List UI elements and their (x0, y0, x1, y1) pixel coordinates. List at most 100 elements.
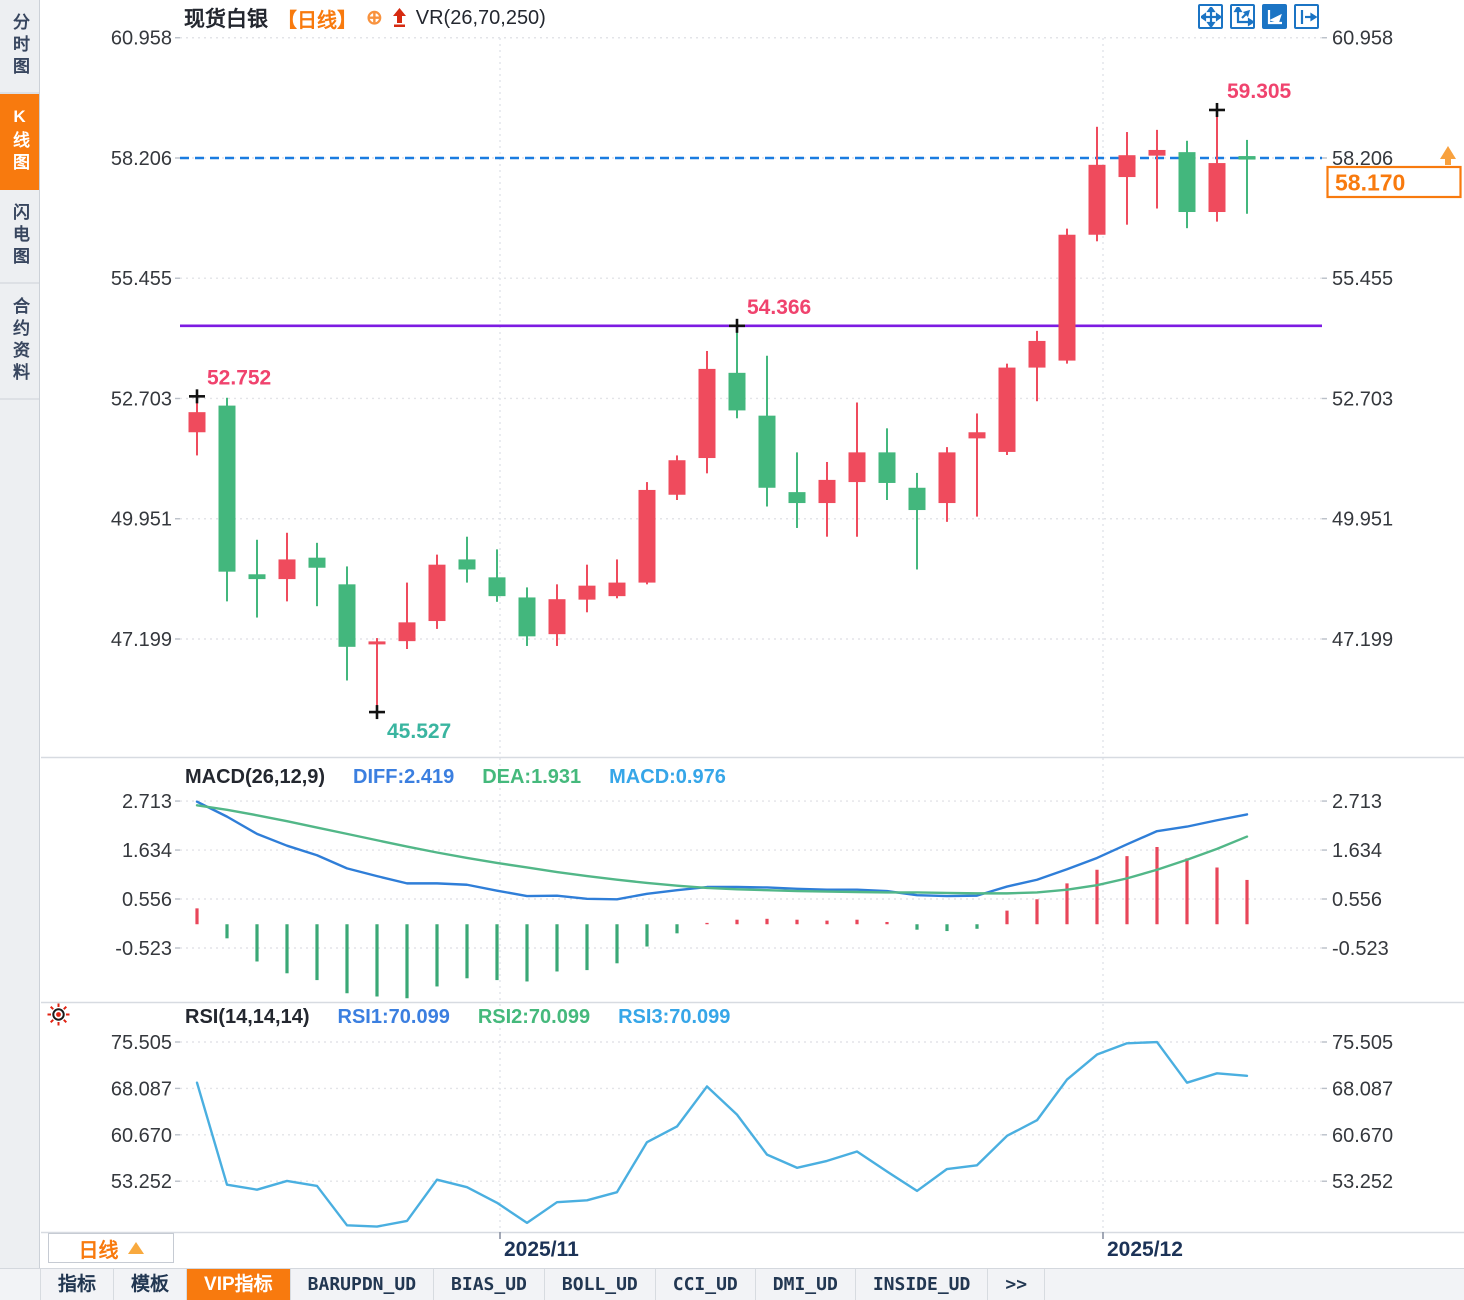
candle-35[interactable] (1238, 139, 1256, 214)
bottom-tab-cci-ud[interactable]: CCI_UD (656, 1269, 756, 1300)
y-axis-label: 52.703 (111, 388, 172, 410)
candle-33[interactable] (1178, 140, 1196, 229)
candle-7[interactable] (398, 582, 416, 650)
overlay-indicator-label[interactable]: VR(26,70,250) (415, 6, 546, 29)
candle-8[interactable] (428, 554, 446, 629)
price-marker-cross (189, 389, 205, 404)
candle-17[interactable] (698, 350, 716, 474)
y-axis-label: 55.455 (111, 268, 172, 290)
macd-pane-header: MACD(26,12,9) DIFF:2.419 DEA:1.931 MACD:… (185, 766, 726, 789)
sidebar-tab-flash-chart[interactable]: 闪电图 (0, 190, 39, 284)
tool-pan-crosshair-icon[interactable] (1198, 4, 1223, 29)
candle-21[interactable] (818, 461, 836, 537)
price-annotation: 59.305 (1227, 80, 1292, 103)
y-axis-label: 49.951 (111, 509, 172, 531)
y-axis-label: 60.958 (1332, 28, 1393, 50)
macd-diff-value: DIFF:2.419 (353, 766, 455, 788)
candle-28[interactable] (1028, 330, 1046, 402)
candle-25[interactable] (938, 447, 956, 522)
candle-0[interactable] (188, 396, 206, 456)
candle-5[interactable] (338, 566, 356, 681)
bottom-tab-bias-ud[interactable]: BIAS_UD (434, 1269, 545, 1300)
candle-10[interactable] (488, 549, 506, 602)
candle-31[interactable] (1118, 132, 1136, 225)
sidebar-tab-contract-info[interactable]: 合约资料 (0, 284, 39, 400)
candle-15[interactable] (638, 482, 656, 585)
y-axis-label: 2.713 (122, 791, 172, 813)
bottom-tab-barupdn-ud[interactable]: BARUPDN_UD (291, 1269, 435, 1300)
y-axis-label: 58.206 (111, 148, 172, 170)
bottom-tab-inside-ud[interactable]: INSIDE_UD (856, 1269, 989, 1300)
y-axis-label: 68.087 (1332, 1078, 1393, 1100)
candle-18[interactable] (728, 325, 746, 419)
candle-4[interactable] (308, 542, 326, 607)
indicator-settings-sun-icon[interactable] (46, 1002, 71, 1027)
rsi-label[interactable]: RSI(14,14,14) (185, 1006, 310, 1028)
price-marker-cross (729, 318, 745, 333)
last-price-tag: 58.170 (1326, 146, 1462, 199)
candle-32[interactable] (1148, 129, 1166, 209)
tool-axis-scale-icon[interactable] (1230, 4, 1255, 29)
sidebar-tab-kline-chart[interactable]: K线图 (0, 94, 39, 190)
rsi2-value: RSI2:70.099 (477, 1006, 591, 1028)
candle-9[interactable] (458, 536, 476, 583)
sidebar: 分时图 K线图 闪电图 合约资料 (0, 0, 40, 1300)
macd-diff-line (195, 800, 1249, 901)
sidebar-tab-time-share-chart[interactable]: 分时图 (0, 0, 39, 94)
y-axis-label: 75.505 (1332, 1032, 1393, 1054)
y-axis-label: 53.252 (1332, 1171, 1393, 1193)
candle-2[interactable] (248, 539, 266, 618)
indicator-tab-bar: 指标 模板 VIP指标 BARUPDN_UD BIAS_UD BOLL_UD CCI_UD D… (0, 1268, 1464, 1300)
rsi-line (195, 1040, 1249, 1228)
candle-23[interactable] (878, 428, 896, 500)
macd-hist-value: MACD:0.976 (609, 766, 726, 788)
y-axis-label: 58.206 (1332, 148, 1393, 170)
candle-20[interactable] (788, 452, 806, 528)
candle-19[interactable] (758, 355, 776, 507)
candle-26[interactable] (968, 413, 986, 517)
candle-29[interactable] (1058, 228, 1076, 364)
last-price-value: 58.170 (1335, 170, 1405, 196)
target-circle-icon[interactable]: ⊕ (366, 7, 383, 29)
y-axis-label: 60.958 (111, 28, 172, 50)
period-selector-button[interactable]: 日线 (48, 1233, 174, 1263)
candle-24[interactable] (908, 472, 926, 570)
candle-1[interactable] (218, 397, 236, 602)
candle-16[interactable] (668, 455, 686, 500)
candle-13[interactable] (578, 564, 596, 613)
bottom-tab-vip-indicators[interactable]: VIP指标 (187, 1269, 291, 1300)
candle-12[interactable] (548, 584, 566, 646)
annotations-layer: 52.752 45.527 54.366 59.305 58.170 (189, 80, 1462, 743)
bottom-tab-more-tabs[interactable]: >> (988, 1269, 1046, 1300)
price-marker-cross (369, 705, 385, 720)
period-selector-label: 日线 (78, 1239, 119, 1262)
y-axis-label: 1.634 (122, 840, 172, 862)
bottom-tab-boll-ud[interactable]: BOLL_UD (545, 1269, 656, 1300)
y-axis-label: 75.505 (111, 1032, 172, 1054)
rsi1-value: RSI1:70.099 (337, 1006, 450, 1028)
bottom-tab-indicators[interactable]: 指标 (40, 1269, 115, 1300)
candle-6[interactable] (368, 638, 386, 713)
candle-14[interactable] (608, 559, 626, 599)
candle-3[interactable] (278, 532, 296, 602)
indicator-layer (195, 800, 1249, 1228)
x-axis-date-label: 2025/11 (504, 1238, 579, 1261)
instrument-title: 现货白银 (184, 8, 268, 31)
candle-22[interactable] (848, 402, 866, 537)
price-marker-cross (1209, 102, 1225, 117)
y-axis-label: 0.556 (122, 889, 172, 911)
bottom-tab-dmi-ud[interactable]: DMI_UD (756, 1269, 856, 1300)
candle-27[interactable] (998, 363, 1016, 455)
candle-30[interactable] (1088, 126, 1106, 242)
bottom-tab-templates[interactable]: 模板 (114, 1269, 188, 1300)
chart-title-bar: 现货白银 【日线】 ⊕ VR(26,70,250) (184, 5, 546, 32)
macd-label[interactable]: MACD(26,12,9) (185, 766, 326, 788)
tool-chart-style-icon[interactable] (1262, 4, 1287, 29)
candle-11[interactable] (518, 587, 536, 646)
period-tag[interactable]: 【日线】 (277, 9, 357, 32)
price-annotation: 52.752 (207, 366, 271, 389)
candle-34[interactable] (1208, 109, 1226, 222)
tool-collapse-panel-icon[interactable] (1294, 4, 1319, 29)
